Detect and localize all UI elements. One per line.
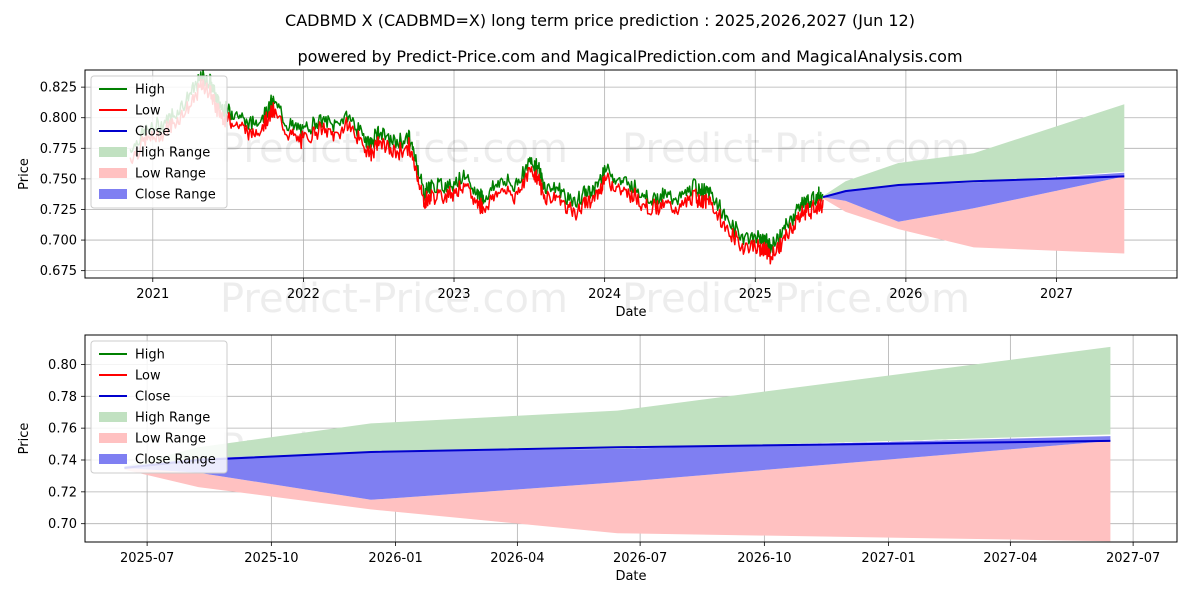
x-tick-label: 2023 (437, 287, 470, 302)
low-range-band (823, 176, 1125, 254)
legend-label: Close (135, 125, 170, 140)
watermark: Predict-Price.com (220, 276, 568, 322)
y-tick-label: 0.825 (40, 81, 77, 96)
x-tick-label: 2026-01 (368, 551, 422, 566)
legend-swatch (99, 147, 127, 157)
y-tick-label: 0.78 (48, 390, 77, 405)
y-axis-label: Price (17, 158, 32, 190)
x-tick-label: 2026-07 (613, 551, 667, 566)
x-tick-label: 2021 (136, 287, 169, 302)
x-tick-label: 2027-04 (983, 551, 1037, 566)
y-tick-label: 0.70 (48, 517, 77, 532)
y-tick-label: 0.72 (48, 485, 77, 500)
legend-swatch (99, 433, 127, 443)
x-tick-label: 2024 (588, 287, 621, 302)
low-range-band (124, 440, 1111, 542)
figure-title: CADBMD X (CADBMD=X) long term price pred… (285, 11, 915, 30)
y-tick-label: 0.700 (40, 234, 77, 249)
watermark: Predict-Price.com (622, 276, 970, 322)
legend-swatch (99, 168, 127, 178)
x-tick-label: 2027-07 (1106, 551, 1160, 566)
legend-label: Close (135, 390, 170, 405)
high-range-band (124, 346, 1111, 467)
short-term-chart: 2025-07 2025-10 2026-01 2026-04 2026-07 2026-… (17, 334, 1178, 584)
y-tick-label: 0.725 (40, 203, 77, 218)
y-tick-label: 0.74 (48, 453, 77, 468)
x-tick-label: 2026-10 (737, 551, 791, 566)
x-tick-label: 2026-04 (490, 551, 544, 566)
x-tick-label: 2025-10 (244, 551, 298, 566)
y-tick-label: 0.675 (40, 264, 77, 279)
legend-label: High (135, 348, 165, 363)
legend-label: Low Range (135, 432, 206, 447)
x-tick-label: 2025-07 (120, 551, 174, 566)
legend-label: High (135, 83, 165, 98)
x-axis-label: Date (615, 569, 646, 584)
axes-frame (84, 69, 1178, 279)
legend-swatch (99, 454, 127, 464)
close-series-line (822, 175, 1125, 199)
legend-label: Low (135, 369, 161, 384)
legend-swatch (99, 189, 127, 199)
legend-label: Low Range (135, 167, 206, 182)
x-tick-label: 2027-01 (861, 551, 915, 566)
legend-label: Low (135, 104, 161, 119)
x-tick-label: 2026 (889, 287, 922, 302)
y-tick-label: 0.750 (40, 172, 77, 187)
y-tick-label: 0.775 (40, 142, 77, 157)
legend-label: High Range (135, 146, 210, 161)
y-tick-label: 0.76 (48, 422, 77, 437)
axes-frame (84, 334, 1178, 543)
y-tick-label: 0.80 (48, 358, 77, 373)
figure-subtitle: powered by Predict-Price.com and Magical… (297, 47, 962, 66)
x-tick-label: 2027 (1040, 287, 1073, 302)
long-term-chart: 2021 2022 2023 2024 2025 2026 2027 0.675 0.700 0.… (17, 69, 1178, 322)
legend-swatch (99, 412, 127, 422)
legend-label: High Range (135, 411, 210, 426)
y-axis-label: Price (17, 423, 32, 455)
low-series-line (129, 78, 824, 265)
legend-label: Close Range (135, 188, 216, 203)
y-tick-label: 0.800 (40, 111, 77, 126)
x-axis-label: Date (615, 305, 646, 320)
high-range-band (823, 104, 1125, 196)
legend-label: Close Range (135, 453, 216, 468)
high-series-line (129, 70, 824, 254)
x-tick-label: 2022 (287, 287, 320, 302)
x-tick-label: 2025 (739, 287, 772, 302)
